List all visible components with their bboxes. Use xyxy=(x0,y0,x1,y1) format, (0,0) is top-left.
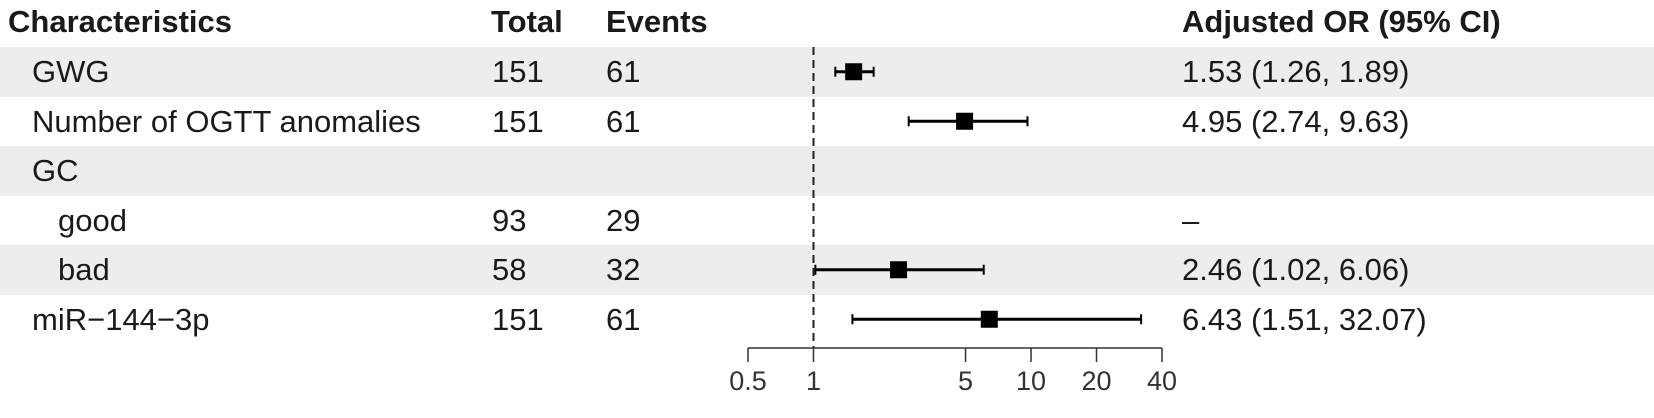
row-label: bad xyxy=(58,252,110,287)
x-tick-label: 20 xyxy=(1081,366,1111,396)
row-label: GC xyxy=(32,153,79,188)
row-label: good xyxy=(58,202,127,238)
row-or-text: 2.46 (1.02, 6.06) xyxy=(1182,252,1410,287)
row-or-text: 4.95 (2.74, 9.63) xyxy=(1182,103,1410,139)
or-point xyxy=(845,63,863,81)
header-characteristics: Characteristics xyxy=(8,4,233,39)
x-tick-label: 1 xyxy=(806,366,821,396)
or-point xyxy=(980,310,998,328)
row-events: 61 xyxy=(606,301,641,337)
row-label: GWG xyxy=(32,54,110,89)
header-total: Total xyxy=(491,4,563,39)
x-tick-label: 0.5 xyxy=(729,366,767,396)
x-tick-label: 5 xyxy=(958,366,973,396)
row-or-text: – xyxy=(1182,202,1200,238)
header-events: Events xyxy=(606,4,708,39)
row-events: 61 xyxy=(606,103,641,139)
row-total: 151 xyxy=(492,54,544,89)
or-point xyxy=(956,112,974,130)
row-events: 29 xyxy=(606,202,641,238)
row-shading xyxy=(0,47,1654,97)
row-events: 61 xyxy=(606,54,641,89)
x-tick-label: 10 xyxy=(1016,366,1046,396)
row-total: 93 xyxy=(492,202,527,238)
row-label: Number of OGTT anomalies xyxy=(32,103,421,139)
row-shading xyxy=(0,146,1654,196)
row-or-text: 6.43 (1.51, 32.07) xyxy=(1182,301,1427,337)
row-label: miR−144−3p xyxy=(32,301,210,337)
header-adjusted-or: Adjusted OR (95% CI) xyxy=(1182,4,1501,39)
row-or-text: 1.53 (1.26, 1.89) xyxy=(1182,54,1410,89)
row-total: 58 xyxy=(492,252,527,287)
or-point xyxy=(890,261,908,279)
x-tick-label: 40 xyxy=(1147,366,1177,396)
row-total: 151 xyxy=(492,301,544,337)
row-total: 151 xyxy=(492,103,544,139)
row-events: 32 xyxy=(606,252,641,287)
